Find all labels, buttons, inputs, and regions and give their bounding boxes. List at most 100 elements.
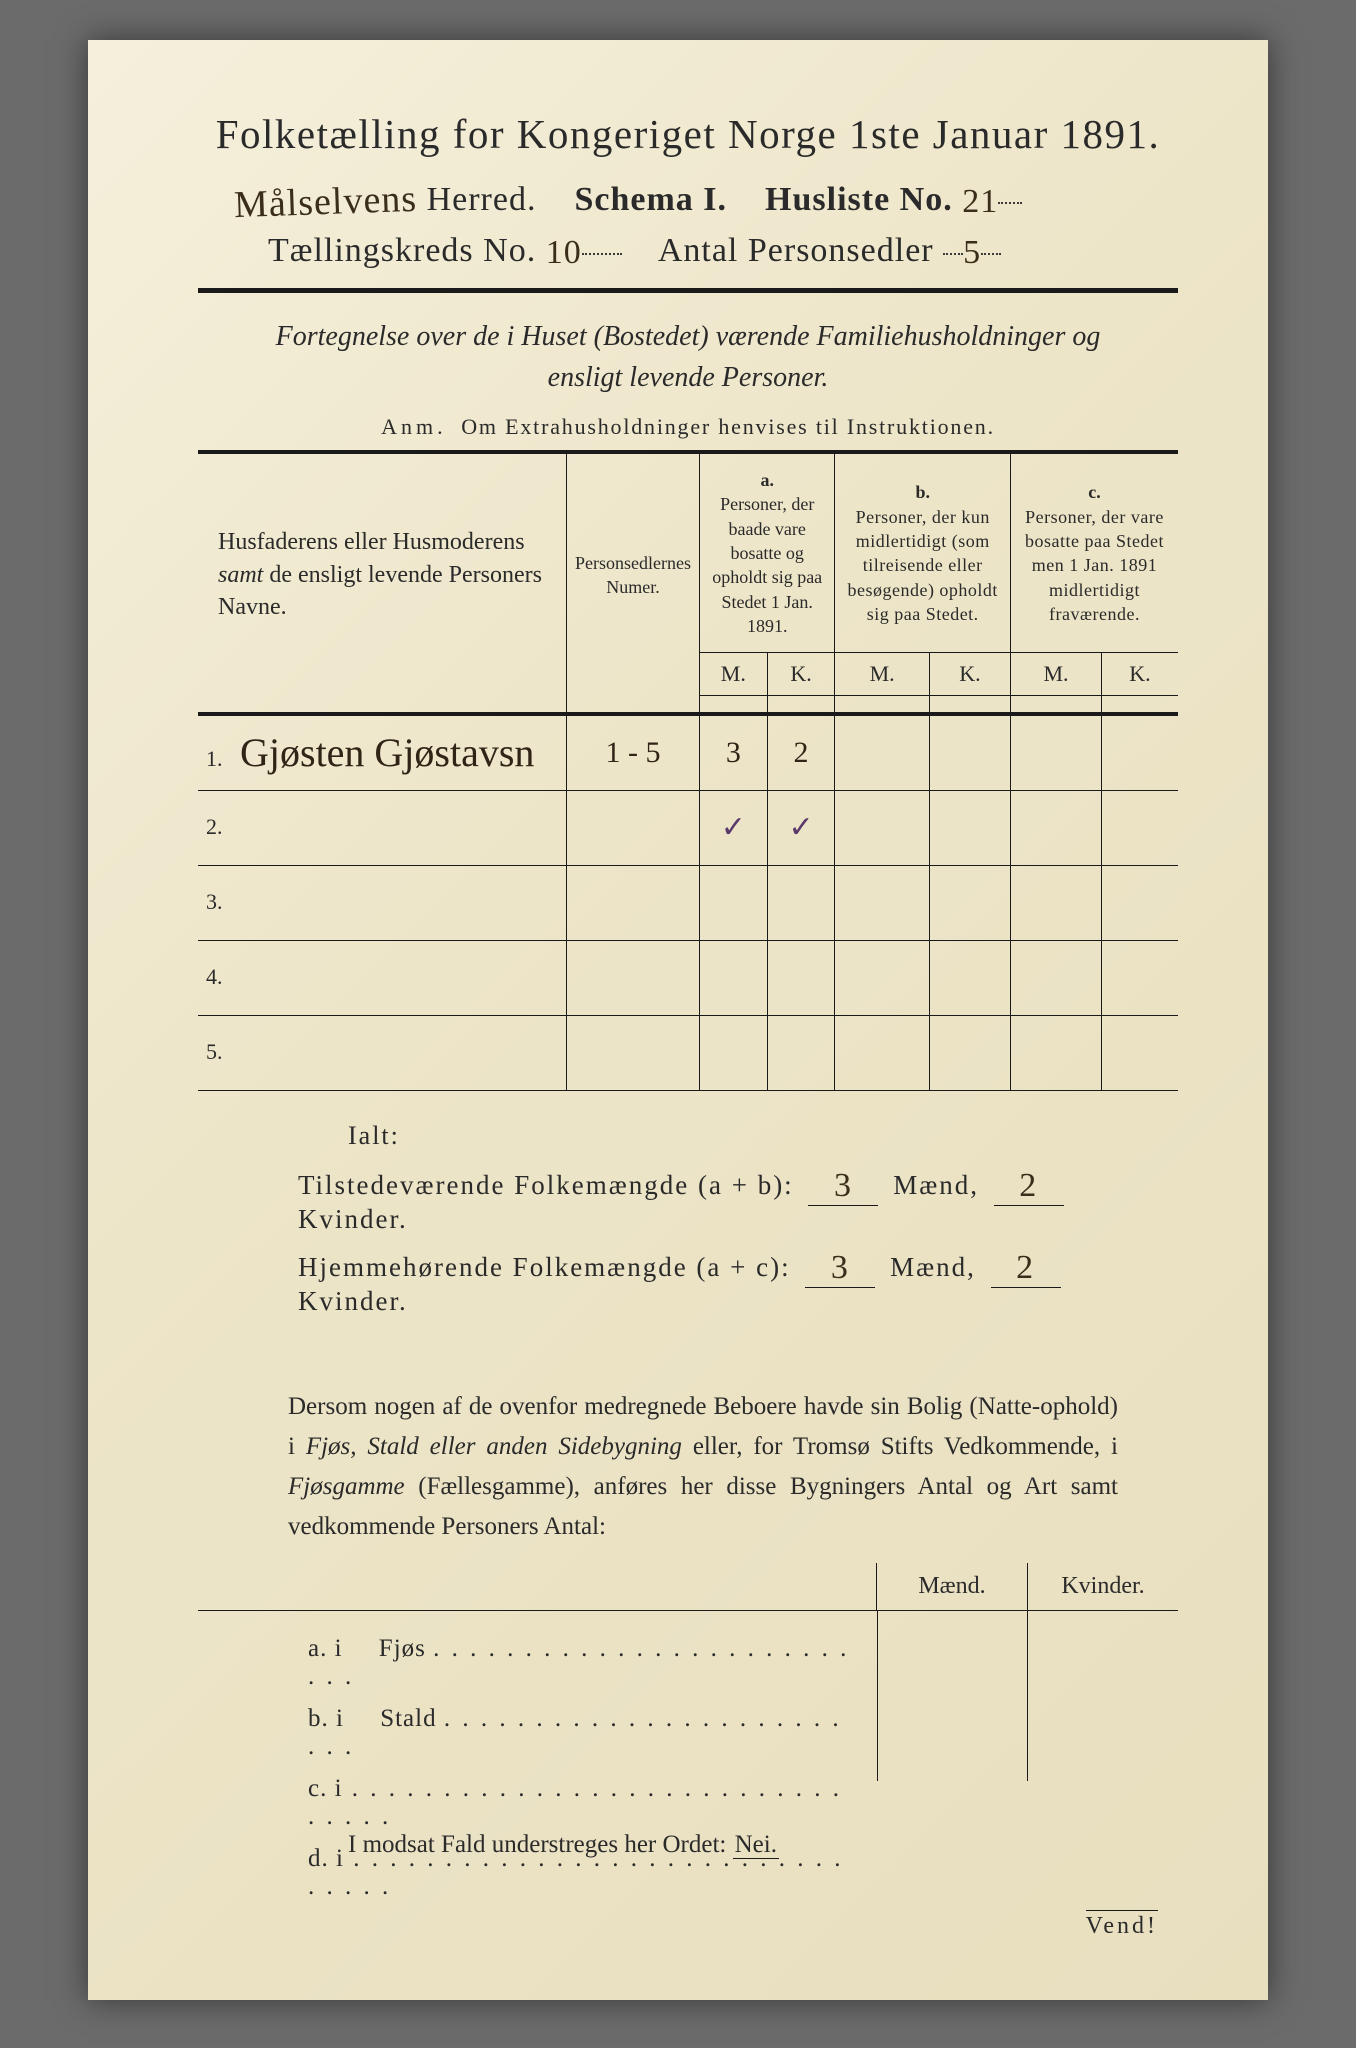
table-row: 3. <box>198 865 1178 940</box>
para-text: (Fællesgamme), anføres her disse Bygning… <box>288 1473 1118 1540</box>
cell <box>567 940 700 1015</box>
cell <box>929 790 1010 865</box>
c-m: M. <box>1011 653 1102 696</box>
cell <box>835 1015 929 1090</box>
cell: ✓ <box>767 790 835 865</box>
maend-label: Mænd, <box>890 1252 976 1282</box>
cell <box>567 790 700 865</box>
col-b-text: Personer, der kun midlertidigt (som tilr… <box>847 507 997 624</box>
kvinder-label: Kvinder. <box>298 1204 408 1234</box>
para-italic: Fjøs, Stald eller anden Sidebygning <box>306 1433 682 1460</box>
header-line-2: Målselvens Herred. Schema I. Husliste No… <box>234 176 1178 220</box>
anm-text: Om Extrahusholdninger henvises til Instr… <box>461 414 995 439</box>
rule-1 <box>198 288 1178 293</box>
sum-label: Hjemmehørende Folkemængde (a + c): <box>298 1252 791 1282</box>
table-row: 4. <box>198 940 1178 1015</box>
table-row: 2. ✓ ✓ <box>198 790 1178 865</box>
schema-label: Schema I. <box>574 181 727 218</box>
col-num: Personsedlernes Numer. <box>567 454 700 696</box>
cell <box>929 1015 1010 1090</box>
cell <box>835 714 929 791</box>
cell: ✓ <box>699 790 767 865</box>
maend-label: Mænd, <box>893 1170 979 1200</box>
col-b: b. Personer, der kun midlertidigt (som t… <box>835 454 1011 653</box>
cell <box>1102 940 1179 1015</box>
cell: 3 <box>699 714 767 791</box>
cell <box>835 940 929 1015</box>
cell <box>1102 714 1179 791</box>
cell <box>1011 865 1102 940</box>
cell <box>835 790 929 865</box>
census-form-page: Folketælling for Kongeriget Norge 1ste J… <box>88 40 1268 2000</box>
cell <box>835 865 929 940</box>
list-label: Stald <box>380 1705 436 1732</box>
kreds-no: 10 <box>546 234 582 272</box>
cell <box>767 1015 835 1090</box>
antal-no: 5 <box>963 234 981 272</box>
census-table: Husfaderens eller Husmoderens samt de en… <box>198 454 1178 1091</box>
side-building-para: Dersom nogen af de ovenfor medregnede Be… <box>288 1387 1118 1547</box>
sum-label: Tilstedeværende Folkemængde (a + b): <box>298 1170 794 1200</box>
sum-val: 3 <box>805 1249 875 1288</box>
kreds-label: Tællingskreds No. <box>268 232 536 269</box>
list-key: d. i <box>308 1845 344 1872</box>
para-italic: Fjøsgamme <box>288 1473 405 1500</box>
sum-hjemme: Hjemmehørende Folkemængde (a + c): 3 Mæn… <box>298 1247 1178 1317</box>
sum-val: 2 <box>994 1167 1064 1206</box>
cell <box>567 865 700 940</box>
para-text: eller, for Tromsø Stifts Vedkommende, i <box>682 1433 1118 1460</box>
list-key: a. i <box>308 1635 343 1662</box>
list-item: c. i . . . . . . . . . . . . . . . . . .… <box>308 1775 858 1831</box>
header-line-3: Tællingskreds No. 10 Antal Personsedler … <box>268 232 1178 270</box>
table-header-row: Husfaderens eller Husmoderens samt de en… <box>198 454 1178 653</box>
list-item: b. i Stald . . . . . . . . . . . . . . .… <box>308 1705 858 1761</box>
kvinder-label: Kvinder. <box>298 1286 408 1316</box>
ialt-label: Ialt: <box>348 1121 1178 1151</box>
cell <box>1011 1015 1102 1090</box>
cell <box>1011 790 1102 865</box>
col-c-text: Personer, der vare bosatte paa Stedet me… <box>1025 507 1164 624</box>
sum-val: 3 <box>808 1167 878 1206</box>
herred-label: Herred. <box>427 181 537 218</box>
cell <box>1011 940 1102 1015</box>
row-name: Gjøsten Gjøstavsn <box>240 730 534 775</box>
anm-label: Anm. <box>381 414 447 439</box>
b-k: K. <box>929 653 1010 696</box>
cell <box>699 940 767 1015</box>
cell <box>929 714 1010 791</box>
col-a-text: Personer, der baade vare bosatte og opho… <box>712 494 822 635</box>
spacer-row <box>198 696 1178 714</box>
cell <box>1102 1015 1179 1090</box>
vend-label: Vend! <box>1086 1910 1158 1940</box>
sum-val: 2 <box>991 1249 1061 1288</box>
list-key: c. i <box>308 1775 343 1802</box>
table-row: 1. Gjøsten Gjøstavsn 1 - 5 3 2 <box>198 714 1178 791</box>
cell <box>767 865 835 940</box>
cell: 2 <box>767 714 835 791</box>
antal-label: Antal Personsedler <box>658 232 934 269</box>
row-num: 4. <box>206 964 234 990</box>
a-k: K. <box>767 653 835 696</box>
col-names: Husfaderens eller Husmoderens samt de en… <box>198 454 567 696</box>
list-key: b. i <box>308 1705 344 1732</box>
col-a-label: a. <box>760 470 774 490</box>
table-row: 5. <box>198 1015 1178 1090</box>
maend-col: Mænd. <box>877 1563 1028 1611</box>
subtitle: Fortegnelse over de i Huset (Bostedet) v… <box>238 317 1138 398</box>
row-num: 2. <box>206 814 234 840</box>
list-item: a. i Fjøs . . . . . . . . . . . . . . . … <box>308 1635 858 1691</box>
husliste-no: 21 <box>962 183 998 221</box>
cell <box>929 865 1010 940</box>
cell <box>767 940 835 1015</box>
cell <box>1102 865 1179 940</box>
mk-subheader: Mænd. Kvinder. a. i Fjøs . . . . . . . .… <box>198 1563 1178 1781</box>
cell <box>699 865 767 940</box>
sum-tilstede: Tilstedeværende Folkemængde (a + b): 3 M… <box>298 1165 1178 1235</box>
b-m: M. <box>835 653 929 696</box>
cell <box>929 940 1010 1015</box>
herred-handwritten: Målselvens <box>233 177 418 227</box>
col-c: c. Personer, der vare bosatte paa Stedet… <box>1011 454 1179 653</box>
kvinder-col: Kvinder. <box>1028 1563 1179 1611</box>
row-numcell: 1 - 5 <box>567 714 700 791</box>
row-num: 1. <box>206 746 234 772</box>
